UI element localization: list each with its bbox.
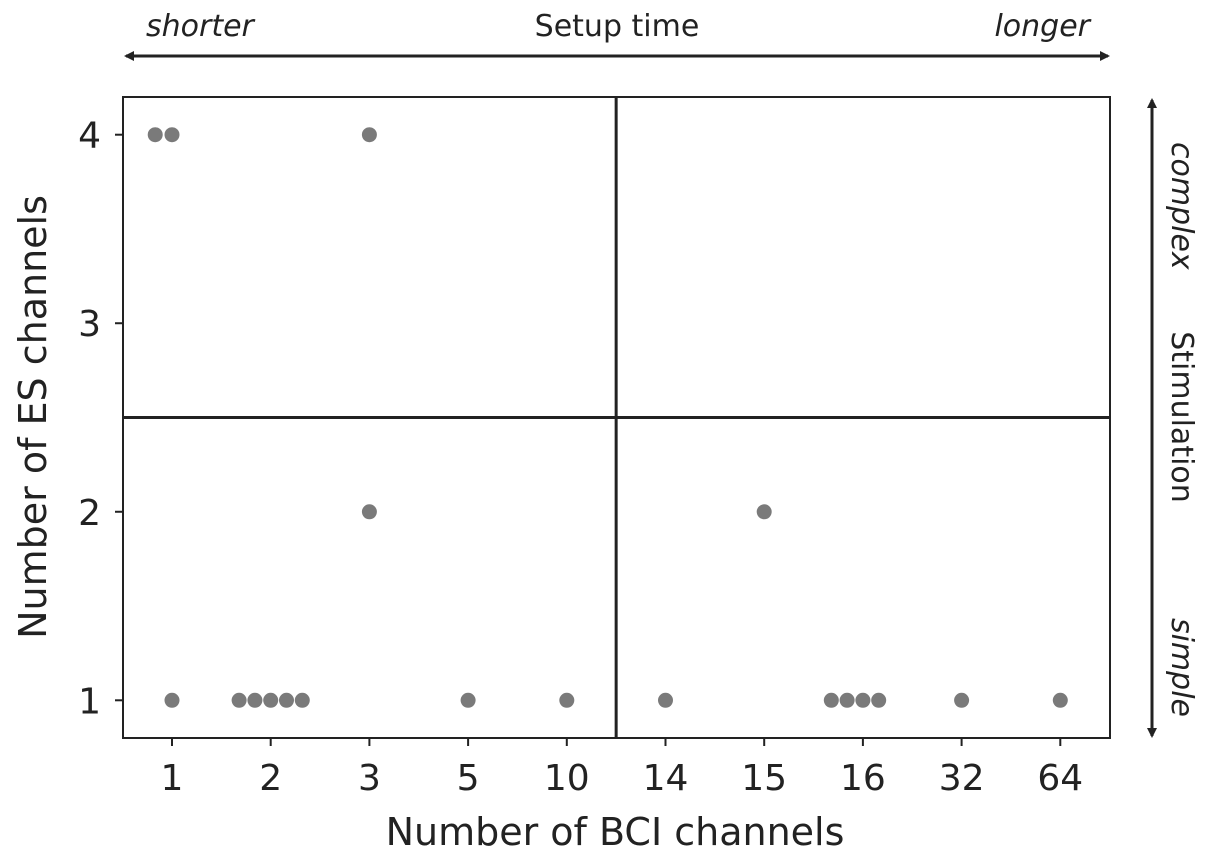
x-tick-label: 2 <box>259 758 282 799</box>
data-point <box>361 127 377 143</box>
data-point <box>954 692 970 708</box>
data-point <box>231 692 247 708</box>
y-tick-label: 1 <box>78 681 101 722</box>
y-tick-label: 3 <box>78 304 101 345</box>
data-point <box>294 692 310 708</box>
data-point <box>247 692 263 708</box>
y-axis-title: Number of ES channels <box>11 195 55 639</box>
data-point <box>871 692 887 708</box>
data-point <box>855 692 871 708</box>
x-tick-label: 32 <box>939 758 985 799</box>
stimulation-simple-label: simple <box>1164 618 1199 717</box>
data-point <box>559 692 575 708</box>
setup-time-shorter-label: shorter <box>146 9 256 44</box>
x-tick-label: 10 <box>544 758 590 799</box>
data-point <box>263 692 279 708</box>
setup-time-title: Setup time <box>535 9 700 44</box>
data-point <box>278 692 294 708</box>
x-tick-label: 3 <box>358 758 381 799</box>
data-points <box>147 127 1068 708</box>
y-axis-ticks: 1 2 3 4 <box>78 116 123 722</box>
setup-time-longer-label: longer <box>994 9 1091 44</box>
data-point <box>756 504 772 520</box>
data-point <box>658 692 673 708</box>
data-point <box>164 692 180 708</box>
data-point <box>460 692 476 708</box>
x-axis-title: Number of BCI channels <box>386 810 845 854</box>
data-point <box>164 127 180 143</box>
data-point <box>823 692 839 708</box>
stimulation-title: Stimulation <box>1164 331 1199 503</box>
data-point <box>839 692 855 708</box>
x-axis-ticks: 1 2 3 5 10 14 15 16 32 64 <box>161 738 1083 799</box>
x-tick-label: 15 <box>741 758 787 799</box>
x-tick-label: 5 <box>457 758 480 799</box>
y-tick-label: 4 <box>78 116 101 157</box>
data-point <box>147 127 163 143</box>
x-tick-label: 16 <box>840 758 886 799</box>
x-tick-label: 64 <box>1037 758 1083 799</box>
x-tick-label: 1 <box>161 758 184 799</box>
data-point <box>361 504 377 520</box>
stimulation-complex-label: complex <box>1164 142 1199 270</box>
data-point <box>1052 692 1068 708</box>
y-tick-label: 2 <box>78 493 101 534</box>
x-tick-label: 14 <box>643 758 689 799</box>
